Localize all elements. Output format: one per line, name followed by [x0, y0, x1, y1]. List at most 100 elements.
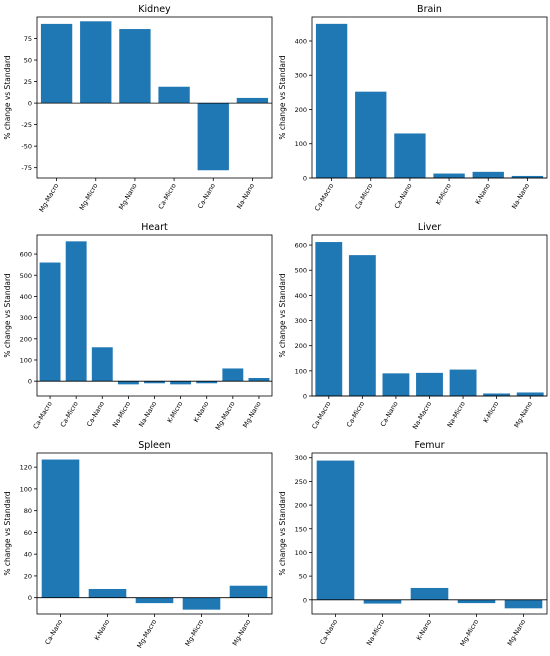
- bar-na-micro: [117, 381, 139, 385]
- y-tick-label: 100: [20, 485, 32, 493]
- x-tick-label: Ca-Nano: [196, 182, 217, 210]
- y-tick-label: 50: [299, 573, 307, 581]
- y-tick-label: 300: [295, 317, 307, 325]
- bar-ca-nano: [91, 347, 113, 382]
- bar-ca-nano: [41, 459, 80, 598]
- bar-k-micro: [433, 173, 465, 178]
- y-tick-label: 200: [295, 106, 307, 114]
- x-tick-label: K-Nano: [93, 618, 111, 642]
- y-tick-label: 0: [303, 175, 307, 183]
- y-axis-label: % change vs Standard: [3, 491, 12, 576]
- x-tick-label: Ca-Nano: [379, 400, 400, 428]
- x-tick-label: Ca-Macro: [313, 182, 335, 212]
- y-tick-label: 100: [295, 549, 307, 557]
- y-tick-label: 80: [24, 507, 32, 515]
- bar-mg-nano: [516, 392, 544, 396]
- plot-frame: [36, 16, 273, 179]
- bar-na-nano: [144, 381, 165, 384]
- y-tick-label: 100: [295, 367, 307, 375]
- bar-k-micro: [170, 381, 192, 385]
- x-tick-label: Mg-Micro: [78, 182, 100, 212]
- x-tick-label: Ca-Nano: [85, 400, 106, 428]
- bar-ca-nano: [394, 133, 426, 178]
- bar-mg-micro: [80, 21, 112, 104]
- bar-ca-micro: [355, 91, 387, 178]
- bar-mg-macro: [222, 368, 244, 382]
- bar-na-micro: [449, 369, 477, 396]
- bar-mg-micro: [182, 597, 221, 610]
- x-tick-label: Mg-Nano: [117, 182, 138, 211]
- y-tick-label: 250: [295, 478, 307, 486]
- bar-k-micro: [483, 393, 511, 396]
- y-tick-label: 400: [295, 37, 307, 45]
- x-tick-label: K-Nano: [415, 618, 433, 642]
- bar-mg-macro: [40, 23, 73, 104]
- y-tick-label: 600: [20, 251, 32, 259]
- x-tick-label: K-Micro: [434, 182, 453, 206]
- bar-k-nano: [88, 588, 127, 598]
- bar-k-nano: [410, 587, 449, 600]
- x-tick-label: Ca-Nano: [43, 618, 64, 646]
- x-tick-label: Mg-Nano: [506, 618, 527, 647]
- y-tick-label: 25: [24, 78, 32, 86]
- chart-title: Kidney: [138, 4, 171, 15]
- y-axis-label: % change vs Standard: [278, 273, 287, 358]
- x-tick-label: Ca-Micro: [345, 400, 366, 429]
- x-tick-label: Na-Nano: [137, 400, 158, 428]
- bar-mg-nano: [504, 599, 543, 609]
- x-tick-label: Na-Micro: [365, 618, 386, 647]
- y-tick-label: 500: [295, 267, 307, 275]
- x-tick-label: Na-Micro: [446, 400, 467, 429]
- bar-na-macro: [416, 372, 443, 396]
- y-tick-label: 300: [20, 314, 32, 322]
- y-tick-label: 300: [295, 454, 307, 462]
- y-tick-label: 0: [28, 378, 32, 386]
- bar-ca-micro: [158, 86, 190, 104]
- bar-mg-nano: [248, 377, 270, 382]
- chart-title: Femur: [415, 440, 445, 451]
- x-tick-label: K-Nano: [192, 400, 210, 424]
- femur-chart: Femur % change vs Standard 0 50 100 150 200 250…: [278, 440, 548, 648]
- brain-chart: Brain % change vs Standard 0 100 200 300 400 Ca…: [278, 4, 548, 212]
- chart-title: Brain: [417, 4, 442, 15]
- y-tick-label: 600: [295, 242, 307, 250]
- x-tick-label: Mg-Macro: [135, 618, 158, 650]
- y-tick-label: 200: [295, 342, 307, 350]
- y-tick-label: 60: [24, 529, 32, 537]
- bar-mg-macro: [135, 597, 174, 604]
- bar-mg-micro: [457, 599, 496, 604]
- bar-ca-macro: [315, 23, 348, 179]
- bar-ca-micro: [65, 241, 87, 382]
- y-tick-label: 400: [295, 292, 307, 300]
- plot-frame: [311, 16, 548, 179]
- y-tick-label: 0: [28, 100, 32, 108]
- x-tick-label: K-Nano: [474, 182, 492, 206]
- bar-ca-nano: [197, 103, 229, 171]
- y-tick-label: 400: [20, 293, 32, 301]
- plot-frame: [311, 234, 548, 397]
- x-tick-label: Na-Macro: [411, 400, 433, 431]
- y-tick-label: 200: [20, 335, 32, 343]
- bar-k-nano: [472, 171, 504, 178]
- y-tick-label: -50: [21, 143, 32, 151]
- bar-k-nano: [196, 381, 218, 384]
- y-tick-label: 120: [20, 464, 32, 472]
- x-tick-label: Mg-Macro: [38, 182, 61, 214]
- y-tick-label: 0: [303, 596, 307, 604]
- y-tick-label: 500: [20, 272, 32, 280]
- y-axis-label: % change vs Standard: [278, 55, 287, 140]
- x-tick-label: Mg-Micro: [184, 618, 206, 648]
- y-tick-label: 40: [24, 551, 32, 559]
- x-tick-label: Ca-Nano: [393, 182, 414, 210]
- y-tick-label: 300: [295, 72, 307, 80]
- bar-mg-nano: [229, 585, 268, 598]
- y-tick-label: 75: [24, 35, 32, 43]
- bar-ca-macro: [39, 262, 61, 382]
- y-axis-label: % change vs Standard: [3, 273, 12, 358]
- x-tick-label: Ca-Macro: [32, 400, 54, 430]
- bar-na-nano: [236, 97, 269, 104]
- x-tick-label: Na-Nano: [510, 182, 531, 210]
- y-axis-label: % change vs Standard: [278, 491, 287, 576]
- y-tick-label: 0: [303, 393, 307, 401]
- y-tick-label: 50: [24, 57, 32, 65]
